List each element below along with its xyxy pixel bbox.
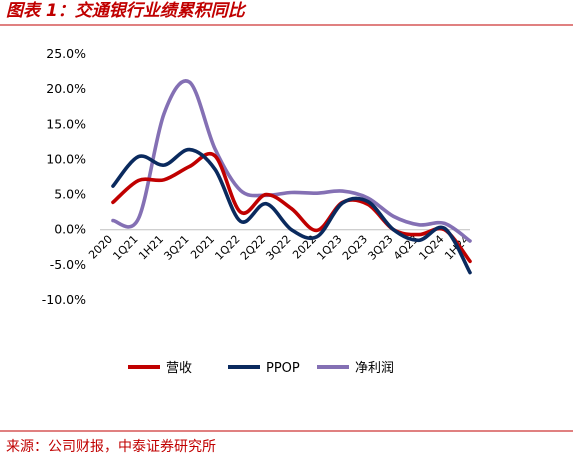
series-line-2 [111, 79, 472, 243]
y-tick-label: -5.0% [50, 257, 86, 272]
x-tick-label: 1H21 [136, 233, 166, 263]
y-tick-label: 0.0% [54, 222, 86, 237]
y-axis-ticks: 25.0% 20.0% 15.0% 10.0% 5.0% 0.0% -5.0% -10.0% [42, 46, 86, 307]
legend-label-2: 净利润 [355, 361, 394, 376]
x-tick-label: 3Q23 [365, 233, 395, 263]
legend-label-0: 营收 [166, 361, 192, 376]
y-tick-label: -10.0% [42, 292, 86, 307]
series-lines [111, 79, 472, 275]
series-line-0 [111, 151, 472, 264]
x-tick-label: 2Q23 [340, 233, 370, 263]
x-axis-ticks: 20201Q211H213Q2120211Q222Q223Q2220221Q23… [86, 233, 472, 263]
y-tick-label: 25.0% [46, 46, 86, 61]
x-tick-label: 1Q24 [416, 233, 446, 263]
x-tick-label: 1Q22 [212, 233, 242, 263]
x-tick-label: 2020 [86, 233, 115, 262]
series-line-1 [111, 147, 472, 275]
x-tick-label: 2Q22 [238, 233, 268, 263]
y-tick-label: 15.0% [46, 116, 86, 131]
y-tick-label: 10.0% [46, 151, 86, 166]
legend-label-1: PPOP [266, 361, 300, 376]
y-tick-label: 5.0% [54, 187, 86, 202]
x-tick-label: 2021 [188, 233, 217, 262]
x-tick-label: 3Q21 [161, 233, 191, 263]
source-note: 来源：公司财报，中泰证券研究所 [6, 439, 216, 455]
y-tick-label: 20.0% [46, 81, 86, 96]
legend: 营收 PPOP 净利润 [128, 361, 394, 376]
x-tick-label: 3Q22 [263, 233, 293, 263]
x-tick-label: 1Q21 [110, 233, 140, 263]
figure-title: 图表 1：交通银行业绩累积同比 [6, 1, 247, 21]
